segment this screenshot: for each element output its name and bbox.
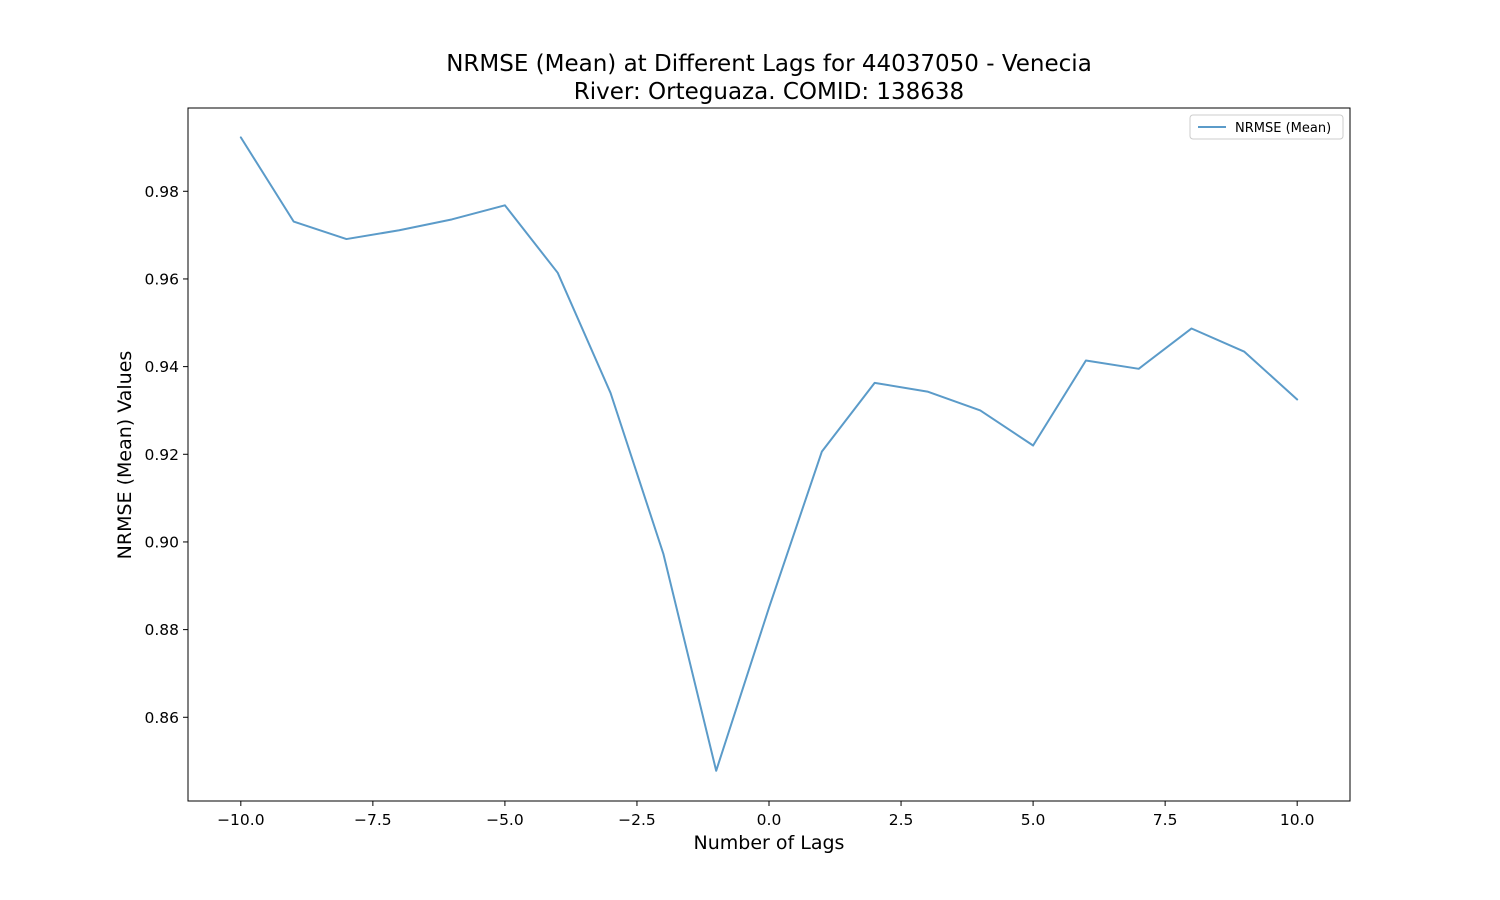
x-tick-label: −7.5 bbox=[354, 811, 392, 829]
y-tick-label: 0.90 bbox=[144, 533, 179, 551]
x-tick-label: −2.5 bbox=[618, 811, 656, 829]
x-tick-label: −10.0 bbox=[217, 811, 265, 829]
x-tick-label: 0.0 bbox=[757, 811, 782, 829]
y-tick-label: 0.86 bbox=[144, 709, 179, 727]
plot-area bbox=[239, 136, 1299, 772]
x-axis-label: Number of Lags bbox=[694, 832, 845, 854]
chart-subtitle: River: Orteguaza. COMID: 138638 bbox=[574, 79, 964, 105]
legend: NRMSE (Mean) bbox=[1189, 114, 1344, 140]
y-tick-label: 0.88 bbox=[144, 621, 179, 639]
x-tick-label: 2.5 bbox=[889, 811, 914, 829]
legend-label: NRMSE (Mean) bbox=[1235, 121, 1331, 136]
legend-box bbox=[1189, 114, 1344, 140]
x-axis: −10.0 −7.5 −5.0 −2.5 0.0 2.5 5.0 7.5 10.0 bbox=[217, 801, 1314, 829]
x-tick-label: 10.0 bbox=[1280, 811, 1315, 829]
plot-frame bbox=[187, 107, 1351, 802]
y-axis: 0.86 0.88 0.90 0.92 0.94 0.96 0.98 bbox=[144, 183, 188, 727]
y-tick-label: 0.98 bbox=[144, 183, 179, 201]
y-tick-label: 0.96 bbox=[144, 270, 179, 288]
chart-title: NRMSE (Mean) at Different Lags for 44037… bbox=[446, 51, 1092, 77]
y-tick-label: 0.92 bbox=[144, 446, 179, 464]
y-axis-label: NRMSE (Mean) Values bbox=[114, 351, 136, 560]
x-tick-label: 5.0 bbox=[1021, 811, 1046, 829]
y-tick-label: 0.94 bbox=[144, 358, 179, 376]
series-line-0 bbox=[239, 136, 1299, 772]
x-tick-label: 7.5 bbox=[1153, 811, 1178, 829]
x-tick-label: −5.0 bbox=[486, 811, 524, 829]
